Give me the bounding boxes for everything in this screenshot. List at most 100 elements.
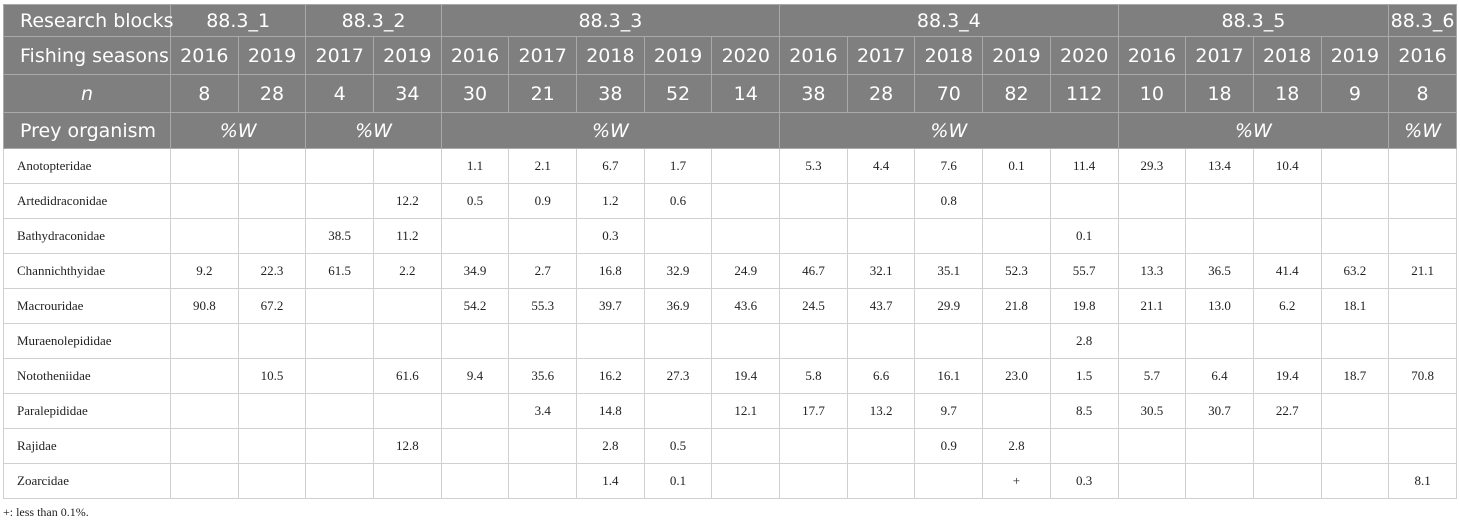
weight-percent-cell <box>170 358 239 394</box>
research-block-header: 88.3_2 <box>305 4 442 37</box>
sample-size-cell: 14 <box>711 74 781 113</box>
weight-percent-cell: 43.7 <box>846 288 916 324</box>
weight-percent-cell <box>237 148 307 184</box>
prey-family-label: Rajidae <box>3 428 171 464</box>
weight-percent-cell <box>1185 183 1254 219</box>
table-footnote: +: less than 0.1%. <box>3 505 89 519</box>
weight-percent-cell <box>1388 428 1457 464</box>
weight-percent-cell: 0.8 <box>914 183 984 219</box>
fishing-season-header: 2020 <box>711 36 781 75</box>
fishing-season-header: 2017 <box>305 36 375 75</box>
weight-percent-cell: 30.7 <box>1185 393 1254 429</box>
weight-percent-cell: 2.2 <box>373 253 442 289</box>
weight-percent-cell <box>846 218 916 254</box>
prey-family-label: Nototheniidae <box>3 358 171 394</box>
weight-percent-cell <box>170 148 239 184</box>
weight-percent-cell: 2.1 <box>508 148 578 184</box>
table-row: Anotopteridae 1.1 2.1 6.7 1.7 5.3 4.4 7.6 0.1 11.… <box>3 148 1457 184</box>
fishing-season-header: 2016 <box>1388 36 1457 75</box>
table-row: Bathydraconidae 38.5 11.2 0.3 0.1 <box>3 218 1457 254</box>
weight-percent-cell: 32.9 <box>643 253 713 289</box>
weight-percent-cell <box>643 218 713 254</box>
weight-percent-cell: 29.9 <box>914 288 984 324</box>
weight-percent-cell <box>237 323 307 359</box>
weight-percent-cell: 8.1 <box>1388 463 1457 499</box>
weight-percent-cell: 90.8 <box>170 288 239 324</box>
fishing-season-header: 2016 <box>440 36 510 75</box>
table-row: Nototheniidae 10.5 61.6 9.4 35.6 16.2 27.3 19.4… <box>3 358 1457 394</box>
weight-percent-cell: 13.4 <box>1185 148 1254 184</box>
metric-header: %W <box>1117 112 1390 149</box>
prey-family-label: Zoarcidae <box>3 463 171 499</box>
prey-family-label: Macrouridae <box>3 288 171 324</box>
weight-percent-cell: 10.4 <box>1252 148 1322 184</box>
weight-percent-cell: 36.5 <box>1185 253 1254 289</box>
table-row: Rajidae 12.8 2.8 0.5 0.9 2.8 <box>3 428 1457 464</box>
weight-percent-cell <box>846 463 916 499</box>
fishing-season-header: 2019 <box>373 36 442 75</box>
weight-percent-cell: 0.1 <box>982 148 1051 184</box>
weight-percent-cell: 41.4 <box>1252 253 1322 289</box>
weight-percent-cell: 16.8 <box>576 253 645 289</box>
metric-header: %W <box>1388 112 1457 149</box>
research-block-header: 88.3_5 <box>1117 4 1390 37</box>
weight-percent-cell <box>1388 218 1457 254</box>
weight-percent-cell <box>779 183 848 219</box>
weight-percent-cell <box>1049 428 1119 464</box>
weight-percent-cell <box>1117 463 1187 499</box>
table-row: Paralepididae 3.4 14.8 12.1 17.7 13.2 9.7 8.5 30… <box>3 393 1457 429</box>
weight-percent-cell <box>1320 148 1390 184</box>
n-label: n <box>3 74 171 113</box>
sample-size-cell: 18 <box>1185 74 1254 113</box>
weight-percent-cell <box>1320 393 1390 429</box>
weight-percent-cell: 0.5 <box>643 428 713 464</box>
table-row: Macrouridae 90.8 67.2 54.2 55.3 39.7 36.9 43.6 2… <box>3 288 1457 324</box>
prey-family-label: Bathydraconidae <box>3 218 171 254</box>
weight-percent-cell: 38.5 <box>305 218 375 254</box>
weight-percent-cell: 12.2 <box>373 183 442 219</box>
research-block-header: 88.3_1 <box>169 4 307 37</box>
fishing-season-header: 2019 <box>982 36 1051 75</box>
sample-size-cell: 4 <box>305 74 375 113</box>
weight-percent-cell: 6.4 <box>1185 358 1254 394</box>
table-row: Artedidraconidae 12.2 0.5 0.9 1.2 0.6 0.8 <box>3 183 1457 219</box>
header-row-prey-organism: Prey organism %W %W %W %W %W %W <box>3 112 1457 149</box>
weight-percent-cell: 0.5 <box>440 183 510 219</box>
weight-percent-cell <box>170 218 239 254</box>
weight-percent-cell: 0.3 <box>1049 463 1119 499</box>
weight-percent-cell <box>711 183 781 219</box>
weight-percent-cell: 12.1 <box>711 393 781 429</box>
table-row: Zoarcidae 1.4 0.1 +0.3 8.1 <box>3 463 1457 499</box>
weight-percent-cell: 1.5 <box>1049 358 1119 394</box>
sample-size-cell: 10 <box>1117 74 1187 113</box>
weight-percent-cell: 18.7 <box>1320 358 1390 394</box>
weight-percent-cell: + <box>982 463 1051 499</box>
metric-header: %W <box>305 112 442 149</box>
weight-percent-cell <box>170 463 239 499</box>
header-row-sample-size: n 8 28 4 34 30 21 38 52 14 38 28 70 82 112 10 18 18 9 8 <box>3 74 1457 113</box>
weight-percent-cell <box>914 463 984 499</box>
weight-percent-cell <box>1388 148 1457 184</box>
weight-percent-cell: 32.1 <box>846 253 916 289</box>
table-row: Channichthyidae 9.2 22.3 61.5 2.2 34.9 2.7 16.8… <box>3 253 1457 289</box>
sample-size-cell: 38 <box>779 74 848 113</box>
weight-percent-cell <box>237 218 307 254</box>
weight-percent-cell <box>440 428 510 464</box>
weight-percent-cell <box>373 393 442 429</box>
weight-percent-cell: 16.2 <box>576 358 645 394</box>
weight-percent-cell: 11.4 <box>1049 148 1119 184</box>
header-row-research-blocks: Research blocks 88.3_1 88.3_2 88.3_3 88.3_4… <box>3 4 1457 37</box>
fishing-season-header: 2020 <box>1049 36 1119 75</box>
weight-percent-cell: 1.7 <box>643 148 713 184</box>
weight-percent-cell <box>305 463 375 499</box>
weight-percent-cell <box>982 393 1051 429</box>
weight-percent-cell: 2.8 <box>1049 323 1119 359</box>
weight-percent-cell: 13.3 <box>1117 253 1187 289</box>
weight-percent-cell: 6.6 <box>846 358 916 394</box>
weight-percent-cell: 36.9 <box>643 288 713 324</box>
weight-percent-cell: 4.4 <box>846 148 916 184</box>
fishing-seasons-label: Fishing seasons <box>3 36 171 75</box>
metric-header: %W <box>169 112 307 149</box>
weight-percent-cell <box>1185 463 1254 499</box>
weight-percent-cell <box>779 323 848 359</box>
